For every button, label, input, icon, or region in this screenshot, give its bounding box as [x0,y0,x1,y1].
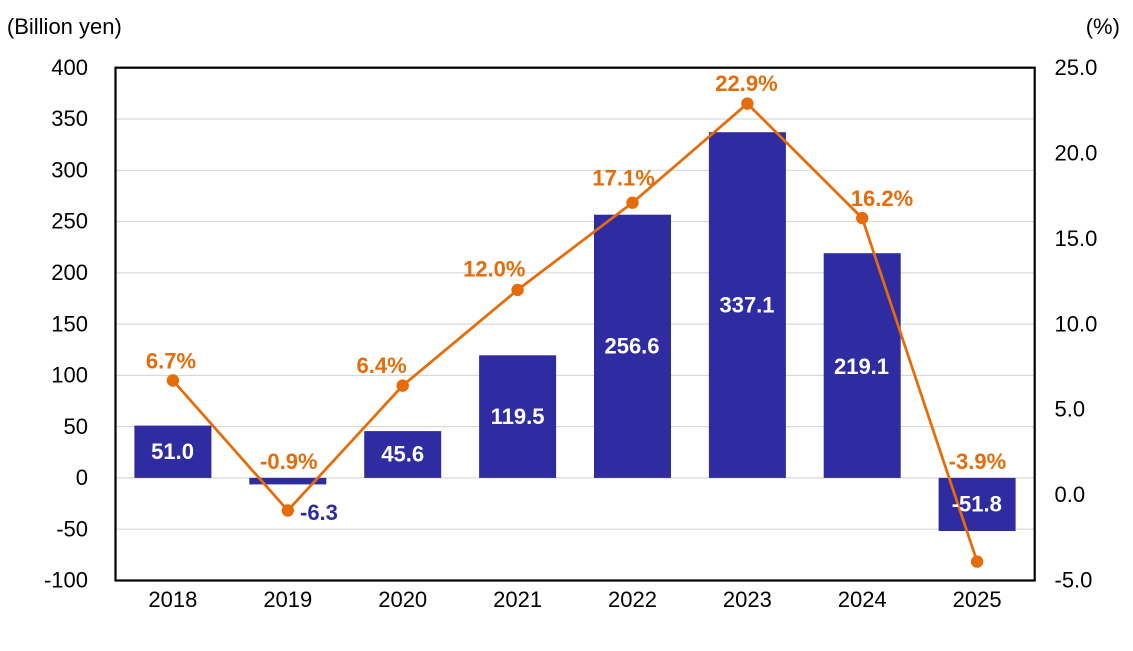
svg-text:15.0: 15.0 [1055,226,1098,251]
svg-text:-5.0: -5.0 [1055,568,1093,593]
svg-text:17.1%: 17.1% [592,166,654,191]
svg-text:10.0: 10.0 [1055,311,1098,336]
svg-text:337.1: 337.1 [719,292,774,317]
svg-text:5.0: 5.0 [1055,397,1086,422]
svg-text:(Billion yen): (Billion yen) [7,14,122,39]
svg-text:-0.9%: -0.9% [260,449,317,474]
svg-text:2024: 2024 [838,587,887,612]
svg-text:50: 50 [64,414,88,439]
svg-text:2019: 2019 [263,587,312,612]
svg-text:-3.9%: -3.9% [949,449,1006,474]
svg-text:45.6: 45.6 [381,442,424,467]
svg-text:2021: 2021 [493,587,542,612]
svg-text:100: 100 [51,363,88,388]
svg-text:2020: 2020 [378,587,427,612]
svg-text:250: 250 [51,209,88,234]
svg-text:2023: 2023 [723,587,772,612]
svg-text:2022: 2022 [608,587,657,612]
svg-text:(%): (%) [1086,14,1120,39]
svg-text:2025: 2025 [953,587,1002,612]
svg-text:-6.3: -6.3 [300,500,338,525]
svg-text:0: 0 [76,465,88,490]
svg-text:0.0: 0.0 [1055,482,1086,507]
svg-text:6.4%: 6.4% [357,353,407,378]
svg-text:-50: -50 [56,516,88,541]
svg-text:-100: -100 [44,568,88,593]
svg-text:51.0: 51.0 [151,439,194,464]
svg-text:119.5: 119.5 [491,404,545,429]
svg-text:400: 400 [51,55,88,80]
svg-text:300: 300 [51,158,88,183]
svg-text:200: 200 [51,260,88,285]
svg-text:12.0%: 12.0% [463,256,525,281]
svg-text:-51.8: -51.8 [952,492,1002,517]
svg-text:20.0: 20.0 [1055,140,1098,165]
svg-text:22.9%: 22.9% [715,71,777,96]
svg-text:350: 350 [51,106,88,131]
svg-text:219.1: 219.1 [834,354,889,379]
svg-text:2018: 2018 [148,587,197,612]
svg-text:256.6: 256.6 [604,334,659,359]
svg-text:16.2%: 16.2% [851,186,913,211]
svg-text:25.0: 25.0 [1055,55,1098,80]
svg-text:150: 150 [51,311,88,336]
svg-text:6.7%: 6.7% [146,349,196,374]
